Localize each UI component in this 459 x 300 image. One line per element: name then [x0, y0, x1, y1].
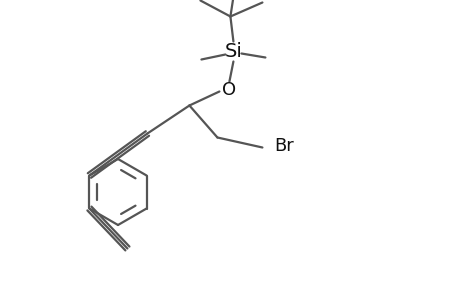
Text: Br: Br — [274, 136, 294, 154]
Text: Si: Si — [224, 42, 242, 61]
Text: O: O — [222, 80, 236, 98]
